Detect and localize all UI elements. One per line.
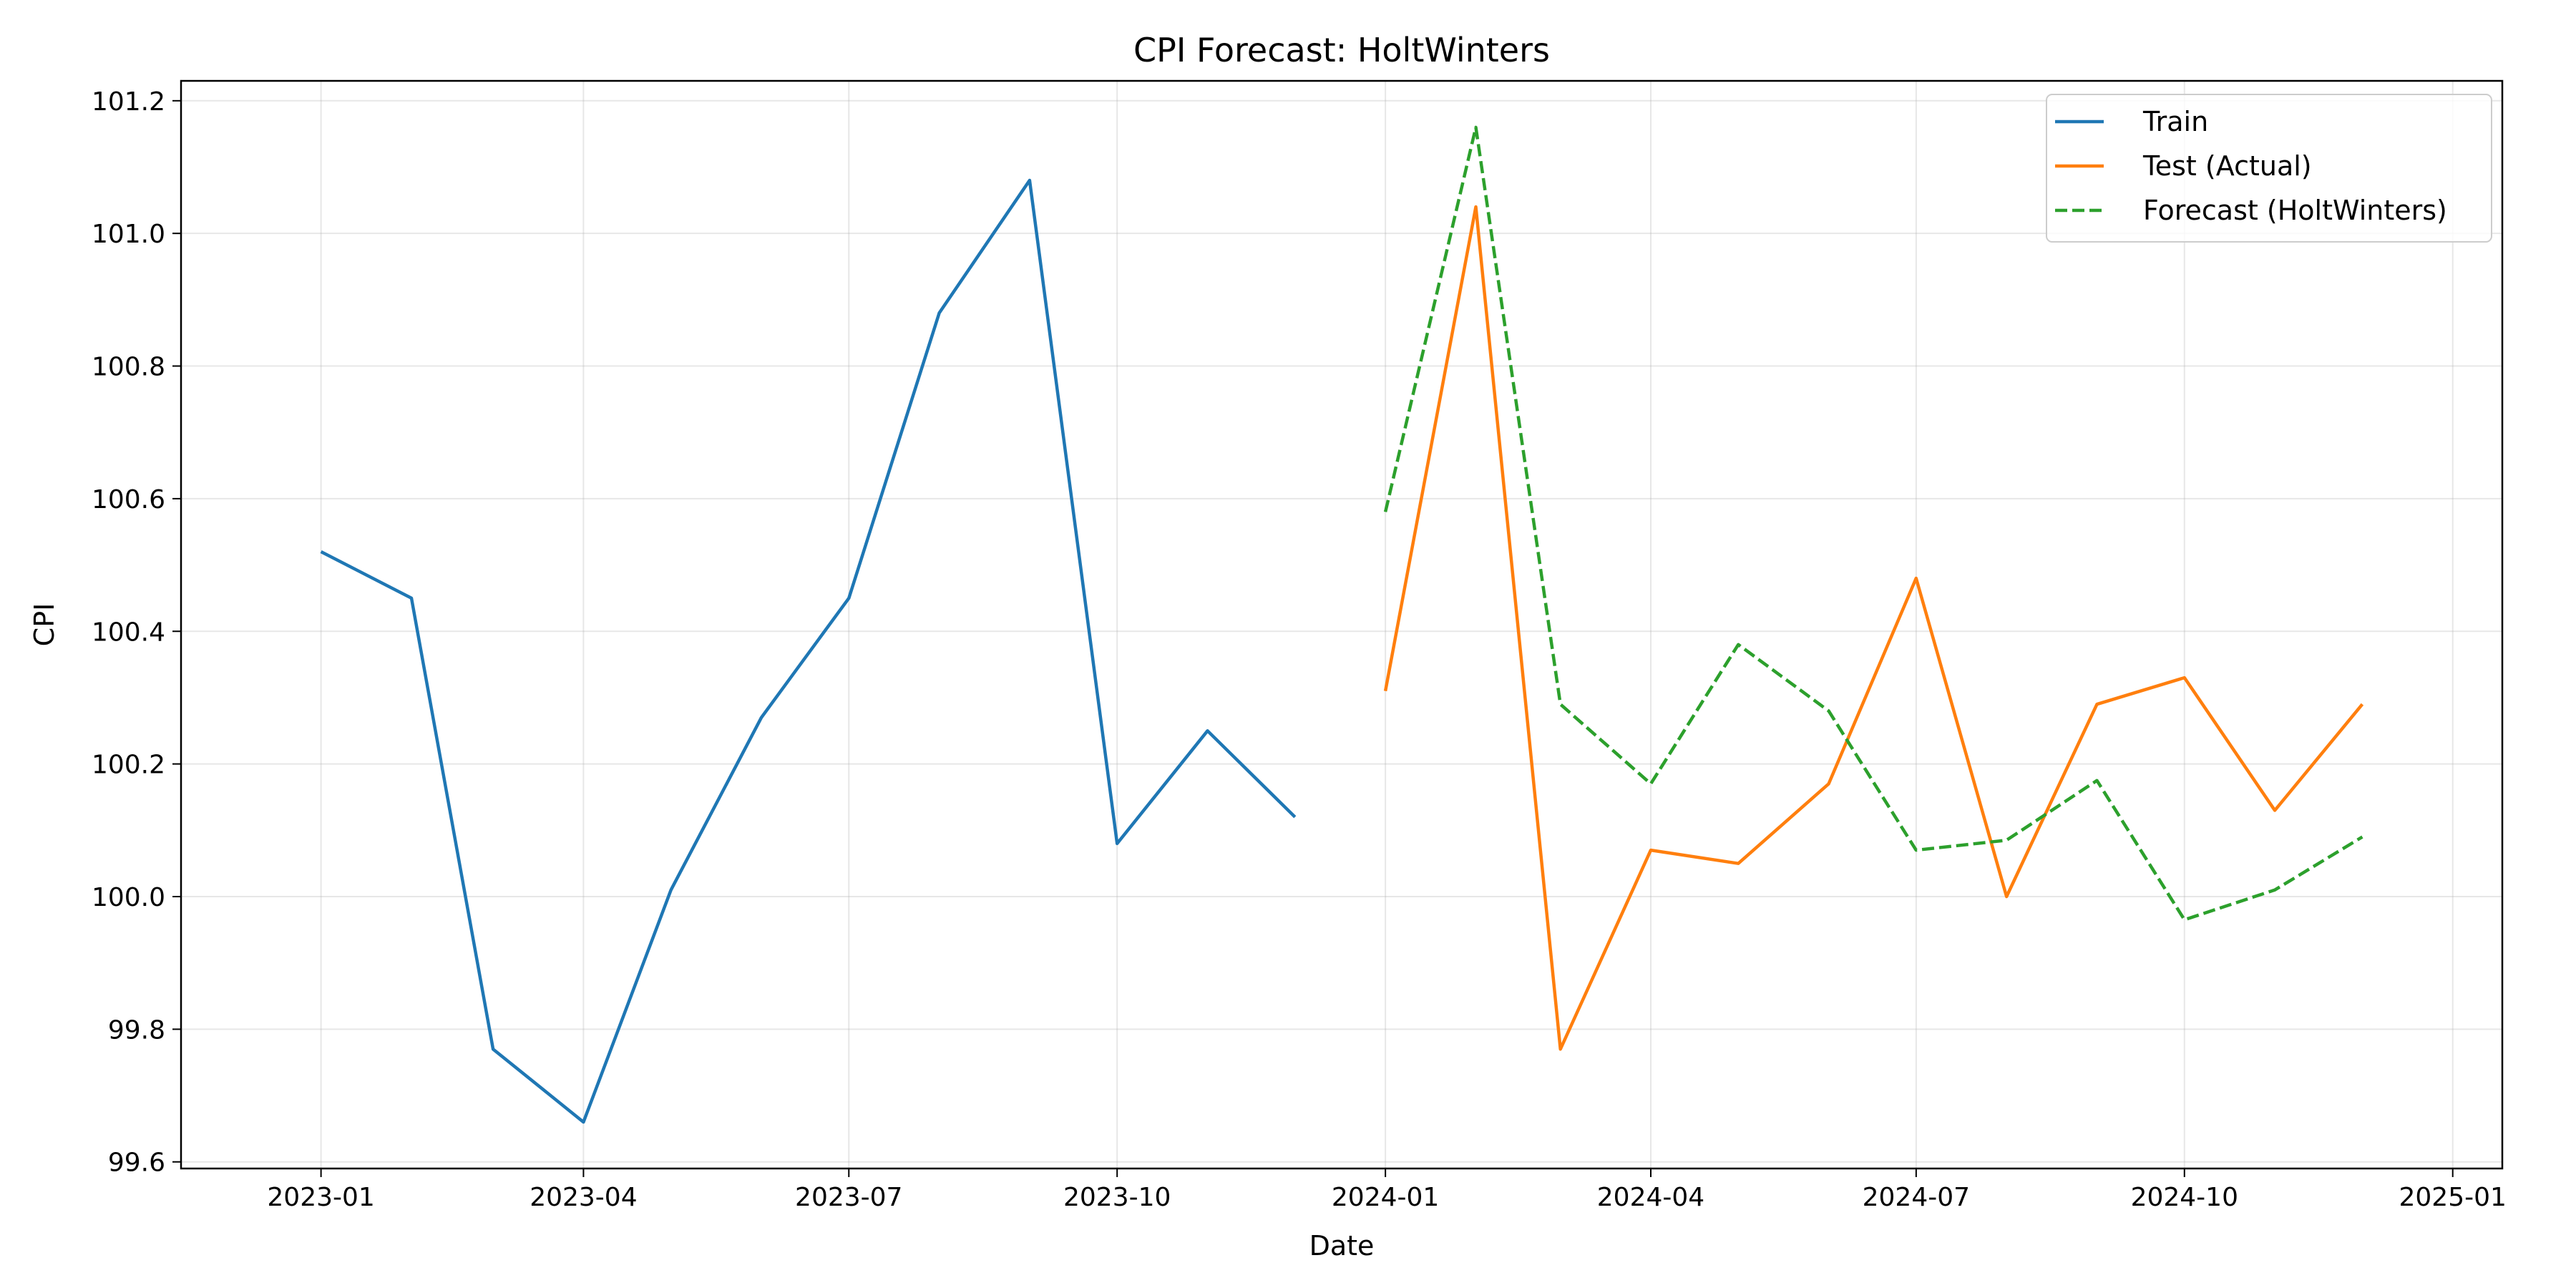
x-tick-label: 2025-01 <box>2399 1183 2507 1212</box>
legend-label: Test (Actual) <box>2142 150 2312 182</box>
grid-lines <box>181 81 2502 1169</box>
y-tick-label: 100.4 <box>92 618 165 647</box>
x-axis-label: Date <box>1309 1230 1375 1262</box>
chart-title: CPI Forecast: HoltWinters <box>1133 31 1550 69</box>
axis-ticks: 2023-01 2023-04 2023-07 2023-10 2024-01 2024-… <box>92 87 2507 1212</box>
y-tick-label: 101.2 <box>92 87 165 117</box>
series-line-forecast-holtwinters <box>1383 125 2363 922</box>
y-tick-label: 100.6 <box>92 485 165 514</box>
x-tick-label: 2024-10 <box>2131 1183 2238 1212</box>
y-tick-label: 100.2 <box>92 751 165 780</box>
plot-frame <box>180 79 2504 1170</box>
y-tick-label: 99.6 <box>108 1148 165 1178</box>
x-tick-label: 2024-07 <box>1863 1183 1970 1212</box>
y-tick-label: 99.8 <box>108 1015 165 1045</box>
legend-label: Forecast (HoltWinters) <box>2143 195 2447 226</box>
x-tick-label: 2023-10 <box>1063 1183 1171 1212</box>
series-line-train <box>320 178 1297 1124</box>
y-axis-label: CPI <box>29 603 60 647</box>
y-tick-label: 100.8 <box>92 353 165 382</box>
y-tick-label: 100.0 <box>92 883 165 912</box>
x-tick-label: 2024-04 <box>1597 1183 1704 1212</box>
x-tick-label: 2023-01 <box>267 1183 374 1212</box>
series-lines <box>320 125 2364 1124</box>
series-line-test-actual <box>1383 205 2364 1051</box>
legend: Train Test (Actual) Forecast (HoltWinters) <box>2046 94 2492 243</box>
x-tick-label: 2023-04 <box>530 1183 637 1212</box>
y-tick-label: 101.0 <box>92 220 165 249</box>
x-tick-label: 2023-07 <box>795 1183 902 1212</box>
legend-label: Train <box>2142 106 2208 137</box>
legend-box <box>2046 94 2492 243</box>
x-tick-label: 2024-01 <box>1332 1183 1439 1212</box>
